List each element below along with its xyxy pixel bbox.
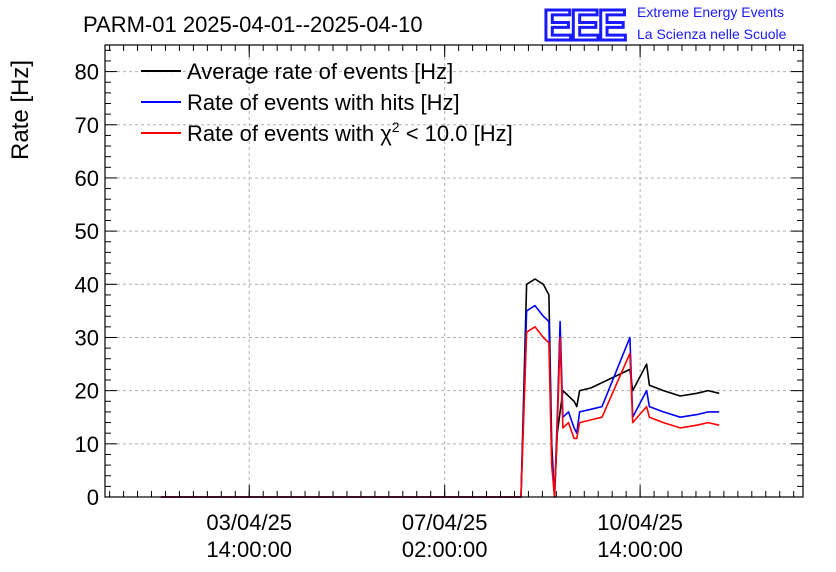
- y-tick-label: 80: [75, 60, 99, 85]
- y-tick-label: 10: [75, 432, 99, 457]
- y-tick-label: 20: [75, 379, 99, 404]
- legend: Average rate of events [Hz] Rate of even…: [141, 59, 513, 146]
- x-tick-label-time: 14:00:00: [597, 537, 683, 562]
- plot-frame: [104, 44, 804, 498]
- x-tick-label-date: 03/04/25: [206, 510, 292, 535]
- y-tick-label: 70: [75, 113, 99, 138]
- chart-title: PARM-01 2025-04-01--2025-04-10: [83, 12, 423, 37]
- series-line-0: [160, 278, 720, 498]
- x-tick-label-date: 07/04/25: [402, 510, 488, 535]
- logo-line2: La Scienza nelle Scuole: [637, 26, 787, 42]
- logo-line1: Extreme Energy Events: [637, 4, 784, 20]
- eee-logo: EEE: [543, 1, 626, 50]
- y-tick-label: 0: [87, 485, 99, 510]
- series-lines: [160, 278, 720, 498]
- x-tick-label-date: 10/04/25: [597, 510, 683, 535]
- grid: [105, 45, 803, 498]
- x-tick-label-time: 02:00:00: [402, 537, 488, 562]
- x-tick-label-time: 14:00:00: [206, 537, 292, 562]
- legend-label-chi2: Rate of events with χ2 < 10.0 [Hz]: [187, 119, 513, 146]
- y-tick-label: 40: [75, 272, 99, 297]
- axes: [104, 44, 804, 498]
- y-tick-labels: 0 10 20 30 40 50 60 70 80: [75, 60, 99, 510]
- y-axis-label: Rate [Hz]: [7, 60, 34, 160]
- y-tick-label: 60: [75, 166, 99, 191]
- series-line-1: [160, 304, 720, 498]
- legend-label-hits: Rate of events with hits [Hz]: [187, 90, 460, 115]
- y-tick-label: 50: [75, 219, 99, 244]
- series-line-2: [160, 326, 720, 498]
- legend-label-average: Average rate of events [Hz]: [187, 59, 453, 84]
- x-tick-labels: 03/04/2514:00:0007/04/2502:00:0010/04/25…: [206, 510, 683, 562]
- y-tick-label: 30: [75, 325, 99, 350]
